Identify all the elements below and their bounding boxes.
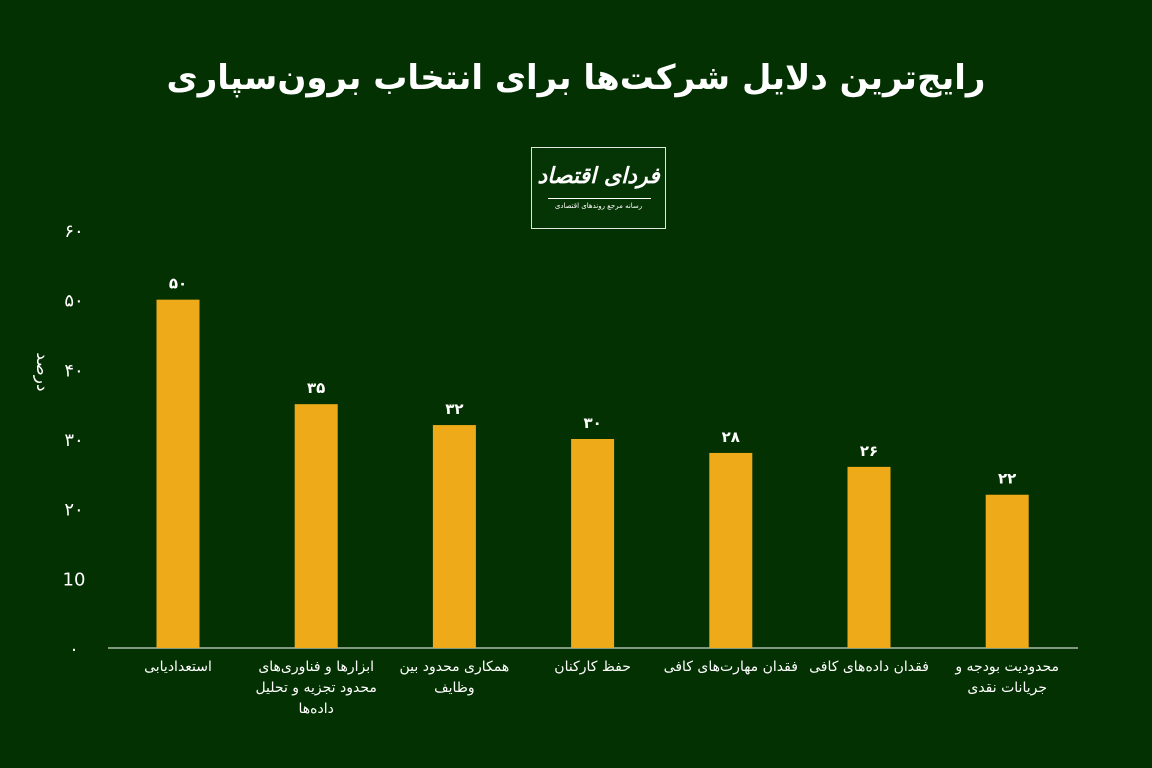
x-category-label: فقدان داده‌های کافی bbox=[809, 659, 929, 675]
bar-value-label: ۲۸ bbox=[722, 428, 740, 446]
bar-value-label: ۳۰ bbox=[583, 414, 601, 432]
bar-value-label: ۵۰ bbox=[169, 275, 187, 293]
bar bbox=[709, 452, 753, 648]
bar-value-label: ۲۶ bbox=[860, 442, 878, 460]
chart-title: رایج‌ترین دلایل شرکت‌ها برای انتخاب برون… bbox=[166, 58, 986, 98]
x-category-label: ابزارها و فناوری‌های محدود تجزیه و تحلیل… bbox=[255, 659, 377, 717]
x-category-label: همکاری محدود بین وظایف bbox=[399, 659, 510, 696]
bar bbox=[156, 299, 200, 648]
logo-tagline: رسانه مرجع روندهای اقتصادی bbox=[554, 202, 643, 210]
logo-name: فردای اقتصاد bbox=[537, 164, 660, 189]
x-category-label: فقدان مهارت‌های کافی bbox=[663, 659, 798, 675]
x-category-label: حفظ کارکنان bbox=[554, 659, 631, 675]
bar bbox=[985, 494, 1029, 648]
y-tick-label: ۶۰ bbox=[64, 221, 83, 242]
logo-divider bbox=[548, 198, 651, 199]
y-tick-label: ۳۰ bbox=[64, 430, 83, 451]
publisher-logo: فردای اقتصاد رسانه مرجع روندهای اقتصادی bbox=[531, 147, 666, 229]
bar bbox=[294, 404, 338, 648]
y-tick-label: 10 bbox=[63, 569, 86, 590]
bar bbox=[847, 466, 891, 648]
bar bbox=[571, 439, 615, 648]
y-tick-label: ۰ bbox=[69, 639, 79, 660]
bar bbox=[432, 425, 476, 648]
y-tick-label: ۲۰ bbox=[64, 500, 83, 521]
x-category-label: محدودیت بودجه و جریانات نقدی bbox=[955, 659, 1060, 696]
bar-value-label: ۳۵ bbox=[307, 379, 325, 397]
bar-value-label: ۲۲ bbox=[998, 470, 1016, 488]
y-tick-label: ۴۰ bbox=[64, 360, 83, 381]
x-category-label: استعدادیابی bbox=[144, 659, 212, 675]
bar-value-label: ۳۲ bbox=[445, 400, 463, 418]
y-tick-label: ۵۰ bbox=[64, 291, 83, 312]
